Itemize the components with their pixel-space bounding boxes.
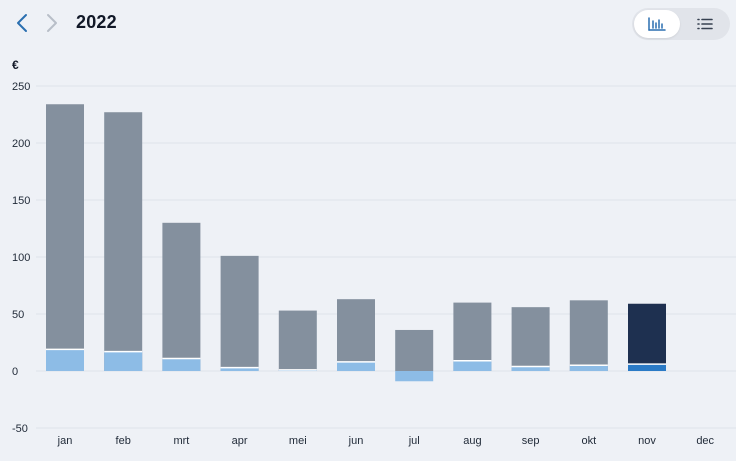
- x-tick-label-nov: nov: [638, 435, 656, 447]
- bar-total-jan[interactable]: [46, 104, 84, 372]
- y-tick-label: 100: [12, 252, 30, 264]
- x-tick-label-jul: jul: [408, 435, 420, 447]
- y-tick-label: 250: [12, 81, 30, 93]
- next-year-button[interactable]: [40, 10, 64, 36]
- x-tick-label-feb: feb: [116, 435, 131, 447]
- bar-base-aug[interactable]: [453, 360, 492, 371]
- y-axis-ticks: 250 200 150 100 50 0 -50: [12, 81, 30, 435]
- bar-base-okt[interactable]: [569, 365, 608, 371]
- x-tick-label-apr: apr: [232, 435, 248, 447]
- y-tick-label: 0: [12, 366, 18, 378]
- bar-base-jan[interactable]: [46, 349, 84, 371]
- chart-view-button[interactable]: [634, 10, 680, 38]
- bar-total-apr[interactable]: [220, 255, 259, 371]
- bar-chart-icon: [648, 17, 666, 31]
- y-tick-label: 50: [12, 309, 24, 321]
- bar-total-jun[interactable]: [337, 299, 375, 371]
- bar-base-feb[interactable]: [104, 351, 143, 371]
- bar-base-apr[interactable]: [220, 367, 259, 371]
- bar-total-aug[interactable]: [453, 302, 492, 371]
- x-tick-label-mrt: mrt: [173, 435, 189, 447]
- x-tick-label-okt: okt: [581, 435, 596, 447]
- y-tick-label: 150: [12, 195, 30, 207]
- bar-base-jun[interactable]: [337, 361, 375, 371]
- bars: [46, 104, 666, 382]
- chevron-right-icon: [47, 14, 57, 32]
- bar-base-nov[interactable]: [628, 364, 666, 371]
- bar-total-okt[interactable]: [569, 300, 608, 371]
- x-tick-label-mei: mei: [289, 435, 307, 447]
- year-title: 2022: [76, 12, 117, 32]
- bar-base-jul[interactable]: [395, 371, 434, 382]
- y-axis-unit-label: €: [12, 58, 19, 72]
- bar-total-feb[interactable]: [104, 112, 143, 371]
- chevron-left-icon: [17, 14, 27, 32]
- bar-total-sep[interactable]: [511, 307, 550, 371]
- bar-total-jul[interactable]: [395, 329, 434, 371]
- bar-total-mrt[interactable]: [162, 222, 201, 371]
- x-tick-label-jun: jun: [348, 435, 364, 447]
- y-tick-label: 200: [12, 138, 30, 150]
- x-tick-label-jan: jan: [57, 435, 73, 447]
- header: 2022: [0, 0, 736, 48]
- x-axis-ticks: jan feb mrt apr mei jun jul aug sep okt nov dec: [57, 435, 715, 447]
- bar-base-mrt[interactable]: [162, 358, 201, 371]
- y-tick-label: -50: [12, 423, 28, 435]
- bar-base-sep[interactable]: [511, 366, 550, 371]
- x-tick-label-dec: dec: [696, 435, 714, 447]
- gridlines: [36, 85, 736, 429]
- x-tick-label-sep: sep: [522, 435, 540, 447]
- x-tick-label-aug: aug: [463, 435, 481, 447]
- bar-total-nov[interactable]: [628, 303, 666, 371]
- view-toggle: [632, 8, 730, 40]
- list-icon: [697, 18, 713, 30]
- list-view-button[interactable]: [682, 10, 728, 38]
- previous-year-button[interactable]: [10, 10, 34, 36]
- bar-total-mei[interactable]: [278, 310, 317, 371]
